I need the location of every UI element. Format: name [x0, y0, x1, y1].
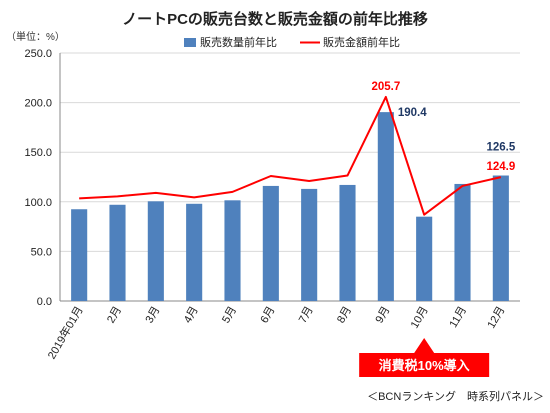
- data-label: 205.7: [371, 81, 400, 93]
- y-tick-label: 100.0: [24, 197, 52, 209]
- callout-box: [359, 353, 490, 377]
- x-tick-label: 5月: [220, 305, 239, 326]
- data-label: 126.5: [486, 142, 515, 154]
- bar: [262, 185, 279, 301]
- bar-series: [71, 112, 509, 301]
- bar: [147, 201, 164, 301]
- x-tick-label: 12月: [485, 305, 507, 331]
- series-line: [79, 95, 502, 216]
- x-axis-ticks: 2019年01月 2月 3月 4月 5月 6月 7月 8月 9月 10月 11月 12月: [44, 304, 507, 362]
- bar: [454, 183, 471, 301]
- line-series: [79, 95, 502, 216]
- data-labels: 205.7 190.4 126.5 124.9: [371, 81, 515, 173]
- bar: [109, 204, 126, 301]
- x-tick-label: 9月: [373, 305, 392, 326]
- x-tick-label: 2019年01月: [44, 304, 85, 362]
- x-tick-label: 6月: [258, 305, 277, 326]
- bar: [71, 209, 88, 301]
- gridlines: [59, 52, 520, 302]
- x-tick-label: 4月: [182, 305, 201, 326]
- y-tick-label: 0.0: [37, 296, 52, 308]
- bar: [224, 200, 241, 301]
- bar: [339, 184, 356, 301]
- x-tick-label: 11月: [447, 305, 469, 330]
- legend-label-line: 販売金額前年比: [323, 35, 400, 49]
- legend: 販売数量前年比 販売金額前年比: [184, 35, 400, 49]
- bar: [301, 188, 318, 301]
- data-label: 190.4: [398, 107, 427, 119]
- source-note: ＜BCNランキング 時系列パネル＞: [367, 389, 544, 403]
- y-tick-label: 150.0: [24, 147, 52, 159]
- unit-label: （単位：%）: [6, 30, 65, 43]
- bar: [377, 112, 394, 301]
- x-tick-label: 2月: [105, 305, 124, 326]
- legend-label-bar: 販売数量前年比: [200, 35, 277, 49]
- bar: [492, 175, 509, 301]
- x-tick-label: 7月: [297, 305, 316, 326]
- callout-text: 消費税10%導入: [379, 358, 470, 373]
- legend-swatch-bar: [184, 38, 196, 47]
- x-tick-label: 10月: [409, 305, 431, 331]
- chart-title: ノートPCの販売台数と販売金額の前年比推移: [122, 10, 428, 28]
- callout: 消費税10%導入: [359, 338, 490, 377]
- callout-arrow: [414, 338, 435, 353]
- bar: [186, 203, 203, 301]
- y-tick-label: 250.0: [24, 48, 52, 60]
- data-label: 124.9: [486, 161, 515, 173]
- bar: [416, 216, 433, 301]
- y-tick-label: 200.0: [24, 98, 52, 110]
- y-tick-label: 50.0: [31, 246, 52, 258]
- y-axis-ticks: 0.0 50.0 100.0 150.0 200.0 250.0: [24, 48, 52, 308]
- x-tick-label: 3月: [143, 305, 162, 326]
- x-tick-label: 8月: [335, 305, 354, 326]
